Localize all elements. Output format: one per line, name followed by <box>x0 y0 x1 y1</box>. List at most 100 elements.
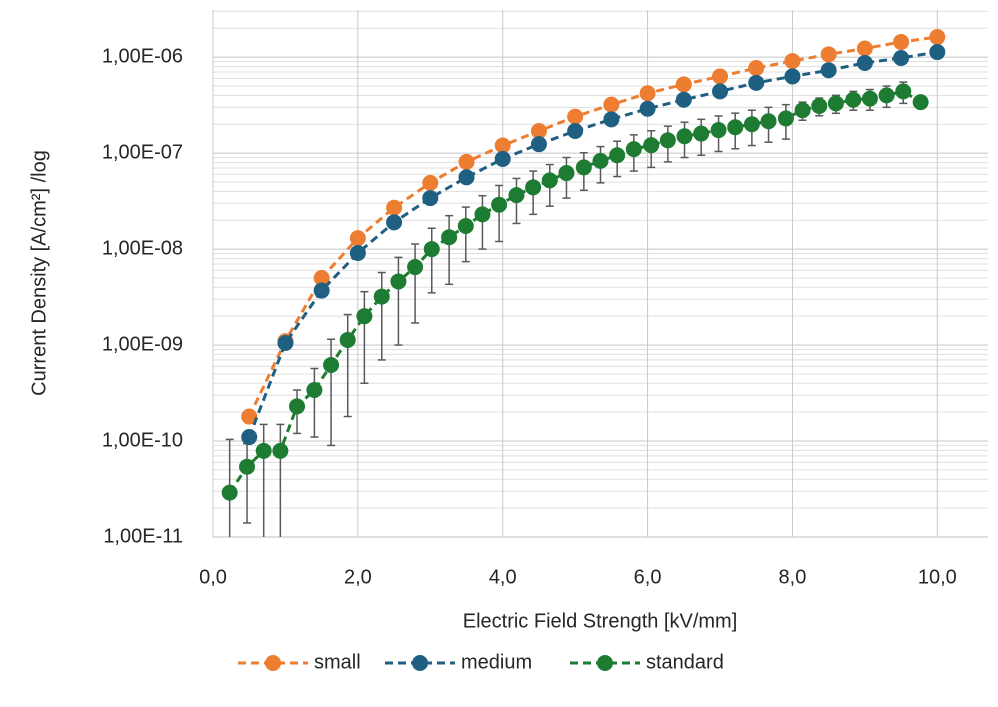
data-point <box>895 83 912 100</box>
legend-label: standard <box>646 651 724 673</box>
data-point <box>458 153 475 170</box>
data-point <box>912 94 929 111</box>
data-point <box>349 230 366 247</box>
series-line <box>228 89 922 494</box>
data-point <box>603 111 620 128</box>
data-point <box>675 76 692 93</box>
data-point <box>603 96 620 113</box>
x-tick-label: 10,0 <box>918 566 957 588</box>
data-point <box>525 179 542 196</box>
data-point <box>458 169 475 186</box>
data-point <box>567 123 584 140</box>
data-point <box>422 190 439 207</box>
data-point <box>575 159 592 176</box>
data-point <box>306 382 323 399</box>
y-tick-label: 1,00E-08 <box>102 237 183 259</box>
data-point <box>508 187 525 204</box>
data-point <box>423 241 440 258</box>
data-point <box>659 132 676 149</box>
data-point <box>643 137 660 154</box>
data-point <box>929 44 946 61</box>
x-axis-label: Electric Field Strength [kV/mm] <box>463 610 738 632</box>
data-point <box>861 90 878 107</box>
y-tick-label: 1,00E-07 <box>102 141 183 163</box>
x-tick-label: 2,0 <box>344 566 372 588</box>
legend-marker <box>597 655 613 671</box>
data-point <box>693 125 710 142</box>
data-point <box>494 137 511 154</box>
data-point <box>592 152 609 169</box>
error-bar <box>327 338 336 447</box>
y-axis-label: Current Density [A/cm²] /log <box>28 150 50 396</box>
data-point <box>386 214 403 231</box>
error-bar <box>495 184 504 243</box>
data-point <box>727 119 744 136</box>
data-point <box>241 429 258 446</box>
data-point <box>929 29 946 46</box>
data-point <box>494 150 511 167</box>
error-bar <box>411 243 420 324</box>
data-point <box>422 174 439 191</box>
error-bar <box>427 227 436 294</box>
data-point <box>625 141 642 158</box>
legend-marker <box>412 655 428 671</box>
data-point <box>356 308 373 325</box>
data-point <box>820 62 837 79</box>
y-tick-label: 1,00E-11 <box>103 525 183 547</box>
data-point <box>856 40 873 57</box>
error-bar <box>461 206 470 263</box>
data-point <box>390 273 407 290</box>
data-point <box>386 199 403 216</box>
x-tick-label: 6,0 <box>634 566 662 588</box>
data-point <box>441 229 458 246</box>
data-point <box>609 147 626 164</box>
x-tick-label: 4,0 <box>489 566 517 588</box>
error-bar <box>343 313 352 418</box>
error-bar <box>360 290 369 385</box>
data-point <box>541 172 558 189</box>
data-point <box>474 206 491 223</box>
data-point <box>712 83 729 100</box>
error-bar <box>310 367 319 438</box>
data-point <box>794 102 811 119</box>
data-point <box>323 356 340 373</box>
data-point <box>820 46 837 63</box>
data-point <box>710 122 727 139</box>
legend-label: small <box>314 651 361 673</box>
data-point <box>712 68 729 85</box>
data-point <box>241 408 258 425</box>
data-point <box>349 245 366 262</box>
data-point <box>748 74 765 91</box>
data-point <box>221 484 238 501</box>
data-point <box>748 60 765 77</box>
y-tick-label: 1,00E-06 <box>102 45 183 67</box>
data-point <box>313 282 330 299</box>
data-point <box>272 442 289 459</box>
data-point <box>530 136 547 153</box>
data-point <box>639 85 656 102</box>
data-point <box>239 458 256 475</box>
data-point <box>558 165 575 182</box>
x-tick-label: 8,0 <box>779 566 807 588</box>
data-point <box>289 398 306 415</box>
data-point <box>407 259 424 276</box>
data-point <box>373 288 390 305</box>
data-point <box>530 123 547 140</box>
legend-marker <box>265 655 281 671</box>
data-point <box>255 442 272 459</box>
data-point <box>856 54 873 71</box>
y-tick-label: 1,00E-09 <box>102 333 183 355</box>
error-bar <box>394 256 403 346</box>
error-bar <box>478 194 487 250</box>
data-point <box>760 113 777 130</box>
data-point <box>893 49 910 66</box>
data-point <box>639 100 656 117</box>
data-point <box>784 53 801 70</box>
data-point <box>893 33 910 50</box>
error-bar <box>445 214 454 286</box>
data-point <box>878 87 895 104</box>
data-point <box>784 68 801 85</box>
data-point <box>777 110 794 127</box>
data-point <box>827 95 844 112</box>
data-point <box>811 97 828 114</box>
